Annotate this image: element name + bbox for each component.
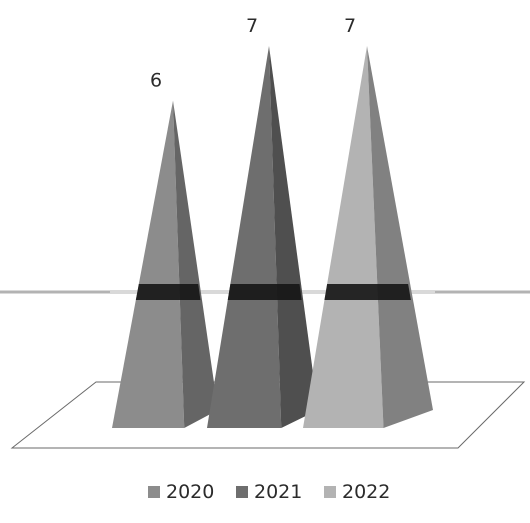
data-label-2021: 7	[246, 15, 258, 37]
pyramid-2022-front	[303, 46, 384, 428]
pyramid-2021-side	[269, 46, 318, 428]
gridline-left	[0, 291, 110, 293]
data-label-2020: 6	[150, 70, 162, 92]
pyramid-2020-side	[173, 100, 218, 429]
legend-label-2021: 2021	[254, 481, 302, 503]
data-label-2022: 7	[344, 15, 356, 37]
legend-label-2020: 2020	[166, 481, 214, 503]
pyramid-2021-front	[207, 46, 282, 428]
pyramid-2022-side	[367, 46, 433, 428]
legend-label-2022: 2022	[342, 481, 390, 503]
pyramid-2021-grid-band	[227, 284, 302, 300]
legend-swatch-2021	[236, 486, 248, 498]
pyramid-2020-front	[112, 100, 185, 429]
legend-swatch-2020	[148, 486, 160, 498]
pyramid-2022-grid-band	[324, 284, 411, 300]
legend-swatch-2022	[324, 486, 336, 498]
pyramid-2020-grid-band	[135, 284, 201, 300]
gridline-right	[435, 291, 530, 293]
